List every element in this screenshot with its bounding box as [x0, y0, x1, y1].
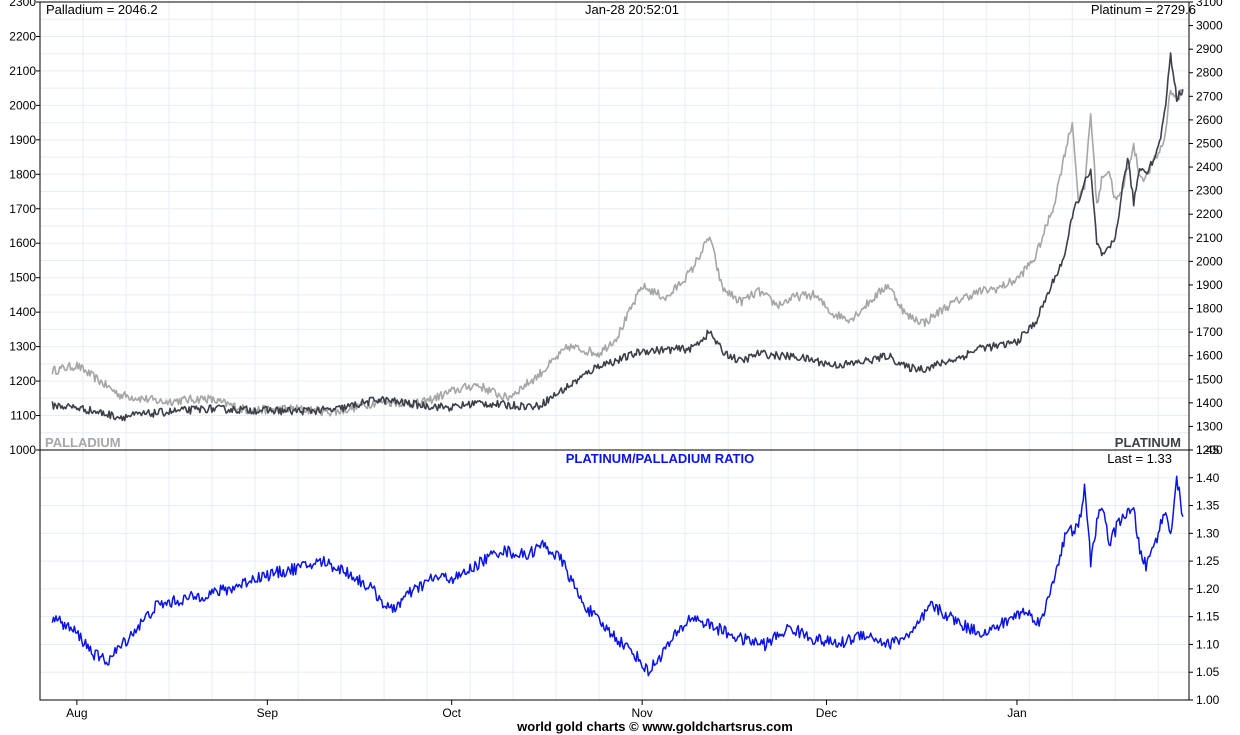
- bottom-panel-grid: [39, 449, 1189, 701]
- y-tick-label: 1900: [1196, 278, 1223, 292]
- y-tick-label: 2600: [1196, 113, 1223, 127]
- top-panel-series: [51, 52, 1184, 422]
- footer-credit: world gold charts © www.goldchartsrus.co…: [516, 719, 793, 734]
- ratio-series-line: [51, 475, 1184, 677]
- platinum-corner-label: PLATINUM: [1115, 435, 1181, 450]
- ratio-last-label: Last = 1.33: [1107, 451, 1172, 466]
- y-tick-label: 2000: [1196, 254, 1223, 268]
- y-tick-label: 2000: [9, 98, 36, 112]
- platinum-readout: Platinum = 2729.6: [1091, 2, 1196, 17]
- y-tick-label: 2900: [1196, 42, 1223, 56]
- y-tick-label: 1.15: [1196, 610, 1220, 624]
- y-tick-label: 1200: [1196, 443, 1223, 457]
- x-tick-label: Aug: [66, 706, 87, 720]
- y-tick-label: 1.10: [1196, 637, 1220, 651]
- palladium-corner-label: PALLADIUM: [45, 435, 121, 450]
- bottom-panel-frame: [39, 449, 1190, 701]
- y-tick-label: 1500: [9, 271, 36, 285]
- x-tick-label: Jan: [1007, 706, 1026, 720]
- y-tick-label: 3100: [1196, 0, 1223, 9]
- y-tick-label: 2200: [9, 29, 36, 43]
- y-tick-label: 2100: [1196, 231, 1223, 245]
- platinum-series-line: [51, 52, 1184, 422]
- bottom-panel-series: [51, 475, 1184, 677]
- y-tick-label: 2100: [9, 64, 36, 78]
- y-tick-label: 1700: [9, 202, 36, 216]
- timestamp: Jan-28 20:52:01: [585, 2, 679, 17]
- y-tick-label: 1200: [9, 374, 36, 388]
- ratio-y-axis: 1.00 1.05 1.10 1.15 1.20 1.25 1.30 1.35 1.40 1.45: [1189, 443, 1220, 707]
- palladium-series-line: [51, 88, 1184, 417]
- y-tick-label: 1.05: [1196, 665, 1220, 679]
- y-tick-label: 2700: [1196, 89, 1223, 103]
- y-tick-label: 1500: [1196, 372, 1223, 386]
- y-tick-label: 2200: [1196, 207, 1223, 221]
- y-tick-label: 1700: [1196, 325, 1223, 339]
- platinum-y-axis: 1200 1300 1400 1500 1600 1700 1800 1900 2000 2100…: [1189, 0, 1223, 457]
- y-tick-label: 1800: [9, 167, 36, 181]
- y-tick-label: 2400: [1196, 160, 1223, 174]
- y-tick-label: 1300: [9, 340, 36, 354]
- ratio-title: PLATINUM/PALLADIUM RATIO: [566, 451, 754, 466]
- y-tick-label: 1.40: [1196, 471, 1220, 485]
- x-axis: Aug Sep Oct Nov Dec Jan: [66, 700, 1027, 720]
- y-tick-label: 2800: [1196, 66, 1223, 80]
- y-tick-label: 1.25: [1196, 554, 1220, 568]
- y-tick-label: 1600: [9, 236, 36, 250]
- y-tick-label: 2300: [1196, 184, 1223, 198]
- x-tick-label: Sep: [257, 706, 279, 720]
- y-tick-label: 1100: [10, 409, 36, 423]
- y-tick-label: 1.30: [1196, 526, 1220, 540]
- palladium-y-axis: 1000 1100 1200 1300 1400 1500 1600 1700 1800 1900…: [9, 0, 40, 457]
- x-tick-label: Oct: [442, 706, 461, 720]
- y-tick-label: 1300: [1196, 419, 1223, 433]
- y-tick-label: 1600: [1196, 349, 1223, 363]
- y-tick-label: 2500: [1196, 136, 1223, 150]
- y-tick-label: 1.35: [1196, 499, 1220, 513]
- y-tick-label: 1.00: [1196, 693, 1220, 707]
- y-tick-label: 1.45: [1196, 443, 1220, 457]
- palladium-readout: Palladium = 2046.2: [46, 2, 158, 17]
- y-tick-label: 1400: [1196, 396, 1223, 410]
- y-tick-label: 1.20: [1196, 582, 1220, 596]
- y-tick-label: 1800: [1196, 302, 1223, 316]
- y-tick-label: 1900: [9, 133, 36, 147]
- x-tick-label: Dec: [816, 706, 837, 720]
- y-tick-label: 2300: [9, 0, 36, 9]
- top-panel-grid: [39, 1, 1189, 451]
- y-tick-label: 1400: [9, 305, 36, 319]
- y-tick-label: 3000: [1196, 19, 1223, 33]
- y-tick-label: 1000: [9, 443, 36, 457]
- x-tick-label: Nov: [631, 706, 652, 720]
